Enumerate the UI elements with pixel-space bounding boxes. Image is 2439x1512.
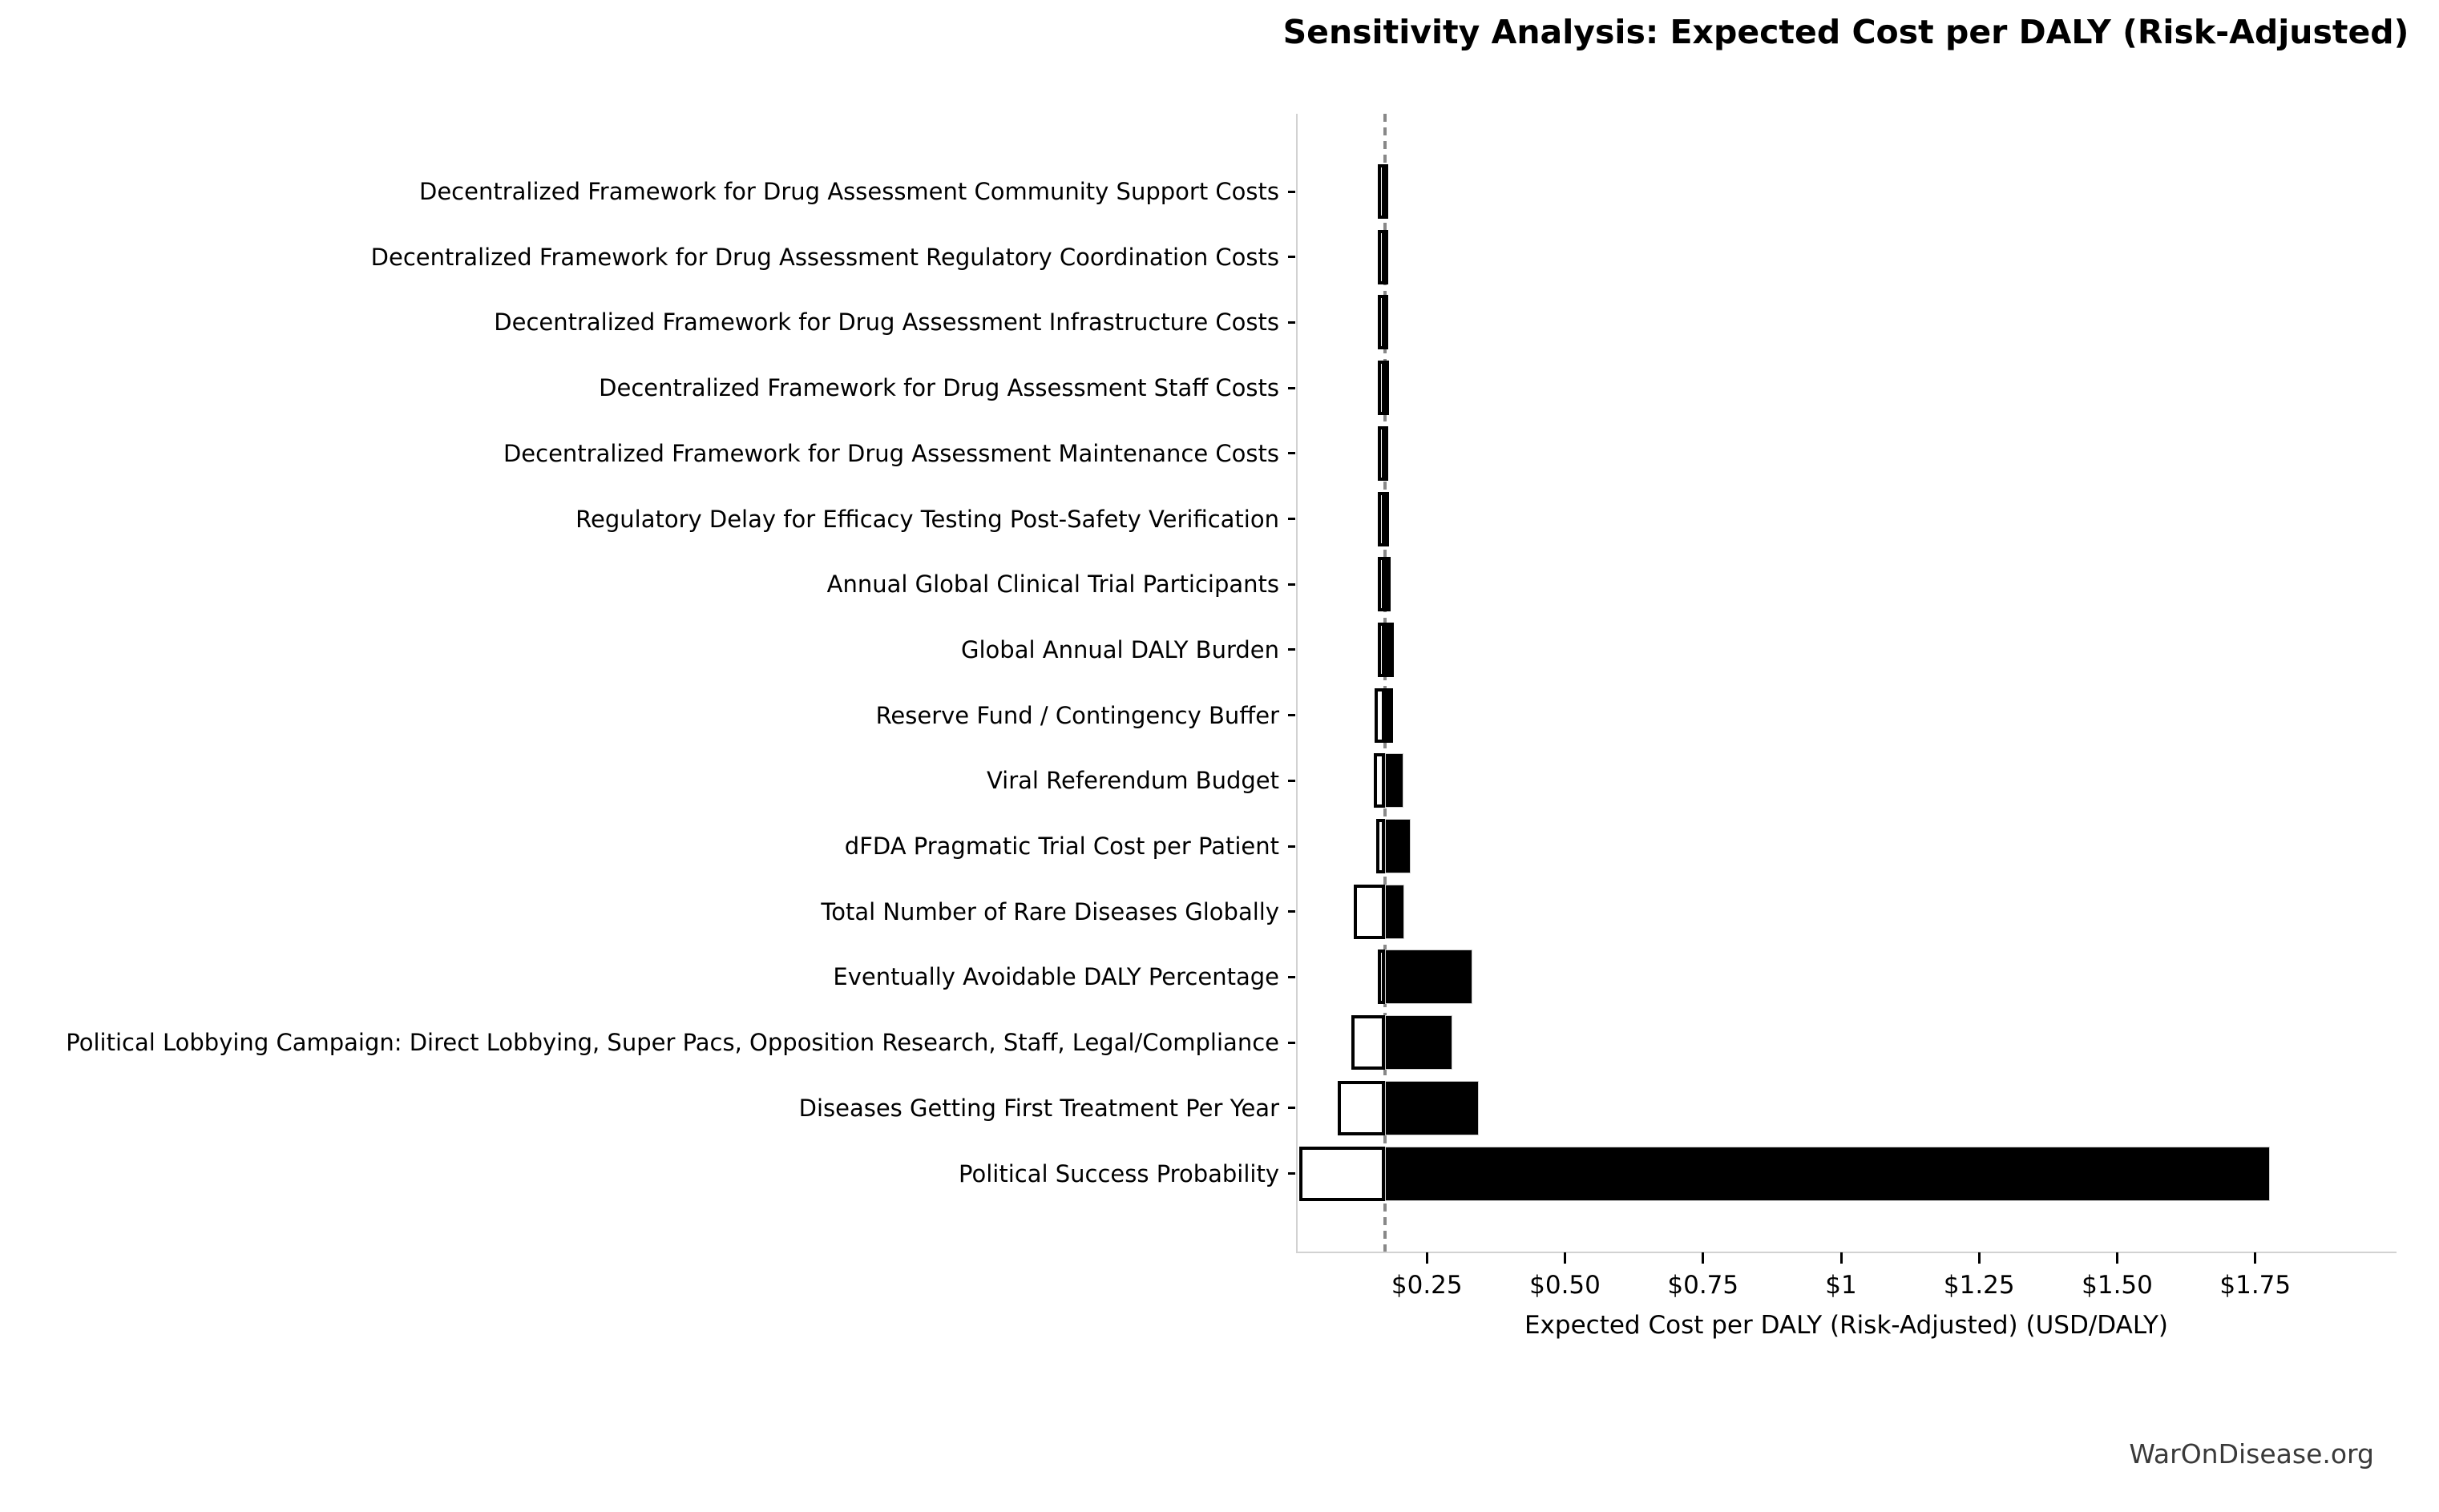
chart-title: Sensitivity Analysis: Expected Cost per …: [1282, 13, 2409, 51]
row-label: Decentralized Framework for Drug Assessm…: [370, 243, 1279, 271]
row-label: Reserve Fund / Contingency Buffer: [875, 701, 1279, 729]
y-tick-mark: [1288, 386, 1295, 389]
bar-high: [1384, 1146, 2271, 1201]
bar-high: [1384, 361, 1389, 416]
bar-low: [1351, 1015, 1385, 1070]
bar-low: [1374, 753, 1385, 808]
x-axis-label: Expected Cost per DALY (Risk-Adjusted) (…: [1524, 1311, 2169, 1340]
row-label: Decentralized Framework for Drug Assessm…: [503, 439, 1279, 467]
bar-high: [1384, 950, 1472, 1005]
bar-low: [1377, 622, 1385, 677]
y-tick-mark: [1288, 1107, 1295, 1110]
row-label: Decentralized Framework for Drug Assessm…: [599, 374, 1279, 402]
x-tick-mark: [1564, 1252, 1566, 1264]
x-tick-mark: [1839, 1252, 1843, 1264]
row-label: Total Number of Rare Diseases Globally: [821, 897, 1279, 925]
y-tick-mark: [1288, 975, 1295, 978]
y-tick-mark: [1288, 714, 1295, 717]
y-tick-mark: [1288, 321, 1295, 324]
y-tick-mark: [1288, 452, 1295, 455]
x-tick-label: $1.25: [1943, 1271, 2015, 1300]
bar-high: [1384, 1015, 1452, 1070]
bar-low: [1375, 819, 1385, 873]
bar-low: [1377, 557, 1385, 612]
x-tick-label: $0.25: [1391, 1271, 1463, 1300]
row-label: Decentralized Framework for Drug Assessm…: [419, 178, 1279, 205]
bar-high: [1384, 557, 1391, 612]
y-tick-mark: [1288, 845, 1295, 848]
bar-low: [1377, 361, 1385, 416]
y-tick-mark: [1288, 779, 1295, 782]
x-tick-label: $0.75: [1667, 1271, 1739, 1300]
bar-low: [1354, 884, 1385, 939]
y-tick-mark: [1288, 910, 1295, 913]
y-tick-mark: [1288, 190, 1295, 193]
bar-high: [1384, 687, 1393, 743]
y-tick-mark: [1288, 648, 1295, 651]
bar-high: [1384, 884, 1404, 939]
y-tick-mark: [1288, 1041, 1295, 1044]
bar-high: [1384, 622, 1394, 677]
bar-high: [1384, 295, 1388, 350]
y-tick-mark: [1288, 583, 1295, 586]
bar-low: [1337, 1080, 1385, 1135]
row-label: Political Success Probability: [959, 1159, 1279, 1187]
x-tick-label: $1.75: [2219, 1271, 2292, 1300]
bar-high: [1384, 819, 1411, 873]
x-tick-mark: [1977, 1252, 1981, 1264]
y-tick-mark: [1288, 518, 1295, 520]
x-tick-label: $1.50: [2082, 1271, 2153, 1300]
bar-low: [1299, 1146, 1385, 1201]
x-axis-spine: [1296, 1252, 2397, 1253]
bar-high: [1384, 164, 1388, 219]
bar-low: [1377, 229, 1385, 284]
y-tick-mark: [1288, 256, 1295, 259]
bar-high: [1384, 425, 1388, 481]
y-axis-spine: [1296, 114, 1298, 1252]
x-tick-mark: [2116, 1252, 2118, 1264]
row-label: Diseases Getting First Treatment Per Yea…: [798, 1094, 1279, 1122]
row-label: Decentralized Framework for Drug Assessm…: [494, 308, 1279, 337]
row-label: Political Lobbying Campaign: Direct Lobb…: [66, 1029, 1279, 1057]
row-label: Eventually Avoidable DALY Percentage: [833, 963, 1279, 991]
x-tick-mark: [1425, 1252, 1428, 1264]
bar-low: [1377, 491, 1385, 546]
row-label: Regulatory Delay for Efficacy Testing Po…: [575, 505, 1279, 533]
bar-low: [1377, 295, 1385, 350]
bar-low: [1377, 164, 1385, 219]
plot-area: [1296, 114, 2397, 1253]
x-tick-mark: [2254, 1252, 2257, 1264]
x-tick-label: $1: [1825, 1271, 1857, 1300]
x-tick-label: $0.50: [1529, 1271, 1601, 1300]
row-label: Global Annual DALY Burden: [961, 635, 1279, 663]
bar-low: [1377, 950, 1385, 1005]
baseline-dashed-line: [1383, 114, 1387, 1252]
bar-low: [1377, 425, 1385, 481]
bar-high: [1384, 1080, 1479, 1135]
x-tick-mark: [1702, 1252, 1705, 1264]
watermark-text: WarOnDisease.org: [2129, 1438, 2374, 1470]
bar-high: [1384, 753, 1404, 808]
bar-low: [1375, 687, 1385, 743]
row-label: Annual Global Clinical Trial Participant…: [826, 571, 1279, 599]
bar-high: [1384, 491, 1390, 546]
y-tick-mark: [1288, 1172, 1295, 1175]
row-label: dFDA Pragmatic Trial Cost per Patient: [844, 833, 1279, 860]
row-label: Viral Referendum Budget: [986, 767, 1279, 795]
bar-high: [1384, 229, 1388, 284]
